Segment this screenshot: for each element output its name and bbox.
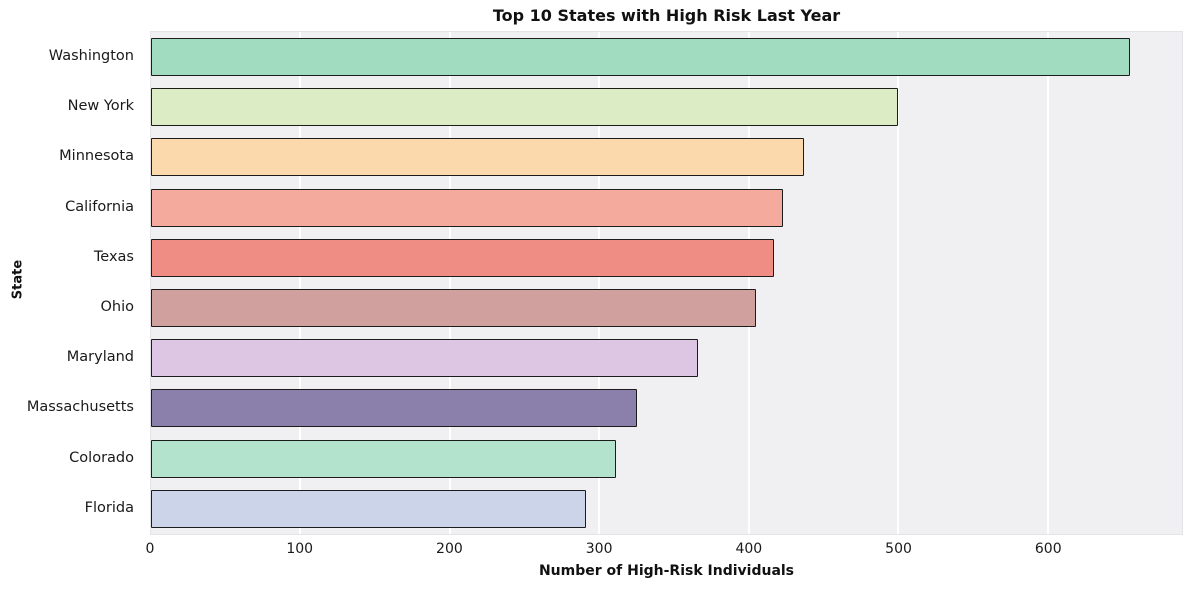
y-tick-label: Florida (84, 499, 134, 516)
bar-row (151, 183, 1182, 233)
gridline (1046, 32, 1049, 534)
gridlines (151, 32, 1182, 534)
x-axis-label: Number of High-Risk Individuals (538, 563, 795, 579)
x-axis-tick-labels: 0 100 200 300 400 500 600 (146, 541, 1183, 559)
x-tick-label: 300 (585, 541, 613, 557)
bar-minnesota (151, 138, 804, 177)
y-tick-label: Massachusetts (26, 399, 134, 416)
gridline (747, 32, 750, 534)
bar-colorado (151, 439, 616, 478)
bar-row (151, 434, 1182, 484)
y-tick-label: Maryland (66, 349, 134, 366)
gridline (448, 32, 451, 534)
bar-california (151, 188, 784, 227)
x-tick-label: 400 (735, 541, 763, 557)
bar-row (151, 333, 1182, 383)
y-tick-label: New York (67, 98, 134, 115)
y-axis-tick-labels: Washington New York Minnesota California Tex… (0, 31, 142, 535)
gridline (299, 32, 302, 534)
y-tick-label: Washington (48, 48, 134, 65)
plot-area (150, 31, 1183, 535)
y-tick-label: California (65, 198, 134, 215)
gridline (598, 32, 601, 534)
bar-ohio (151, 289, 757, 328)
y-tick-label: Minnesota (59, 148, 134, 165)
y-tick-label: Texas (93, 248, 134, 265)
bar-row (151, 132, 1182, 182)
bar-texas (151, 238, 775, 277)
bar-massachusetts (151, 389, 637, 428)
gridline (897, 32, 900, 534)
chart-title: Top 10 States with High Risk Last Year (492, 6, 841, 25)
x-tick-label: 600 (1034, 541, 1062, 557)
bar-new-york (151, 88, 899, 127)
bar-row (151, 484, 1182, 534)
bar-row (151, 82, 1182, 132)
bar-row (151, 283, 1182, 333)
x-tick-label: 500 (885, 541, 912, 557)
bar-row (151, 383, 1182, 433)
bars-container (151, 32, 1182, 534)
bar-maryland (151, 339, 698, 378)
bar-washington (151, 38, 1130, 77)
x-tick-label: 200 (436, 541, 463, 557)
x-tick-label: 0 (145, 541, 155, 557)
x-tick-label: 100 (286, 541, 314, 557)
bar-florida (151, 489, 586, 528)
y-tick-label: Colorado (69, 449, 134, 466)
y-tick-label: Ohio (100, 299, 134, 316)
bar-row (151, 32, 1182, 82)
bar-row (151, 233, 1182, 283)
